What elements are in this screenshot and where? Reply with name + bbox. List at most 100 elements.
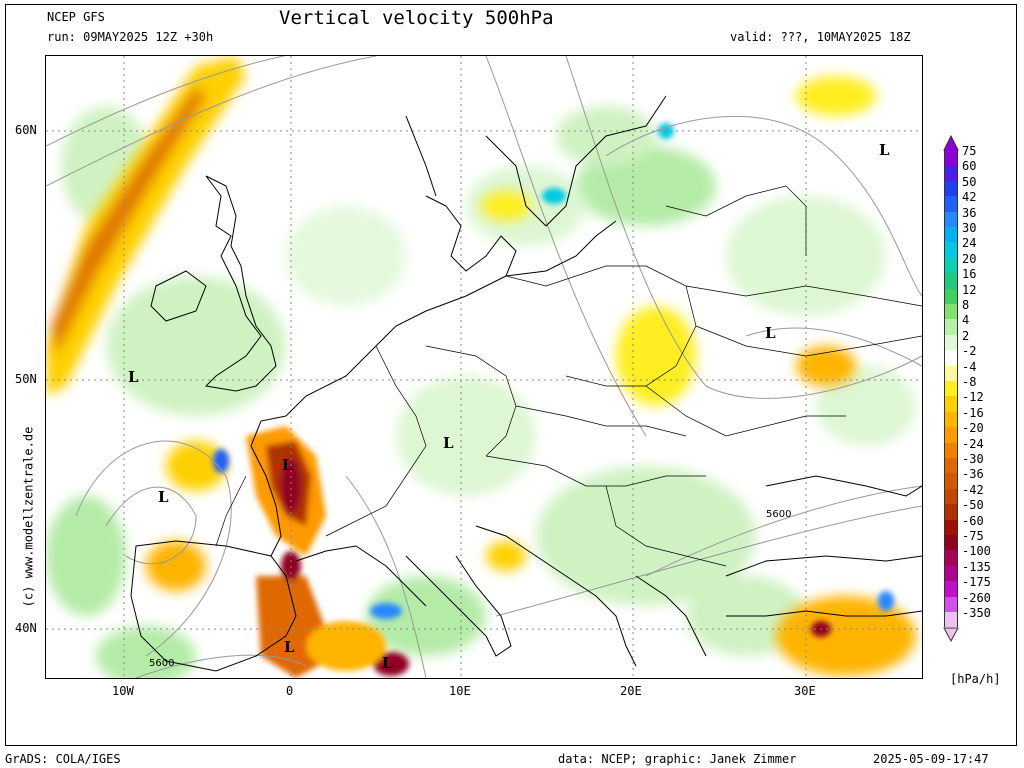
legend-level-label: 50 <box>962 174 977 189</box>
legend-swatch <box>944 334 958 351</box>
low-pressure-marker: L <box>282 456 293 474</box>
legend-swatch <box>944 242 958 258</box>
lon-label: 30E <box>794 684 816 698</box>
legend-swatch <box>944 581 958 597</box>
lat-label: 40N <box>15 621 37 635</box>
lat-label: 50N <box>15 372 37 386</box>
low-pressure-marker: L <box>382 654 393 672</box>
legend-swatch <box>944 365 958 381</box>
legend-bottom-arrow <box>943 627 959 643</box>
low-pressure-marker: L <box>128 368 139 386</box>
descent-areas <box>46 56 916 676</box>
legend-level-label: -350 <box>962 606 991 620</box>
legend-swatch <box>944 180 958 197</box>
legend-swatch <box>944 473 958 489</box>
low-pressure-marker: L <box>765 324 776 342</box>
legend-level-label: -24 <box>962 436 984 451</box>
legend-level-label: -42 <box>962 482 984 497</box>
legend-swatch <box>944 458 958 474</box>
legend-swatch <box>944 165 958 181</box>
lon-label: 10W <box>112 684 134 698</box>
legend-level-label: 12 <box>962 282 977 297</box>
legend-level-label: -20 <box>962 421 984 436</box>
legend-level-label: -16 <box>962 405 984 420</box>
legend-level-label: -100 <box>962 544 991 559</box>
model-name: NCEP GFS <box>47 10 105 24</box>
legend-level-label: 42 <box>962 190 977 205</box>
low-pressure-marker: L <box>443 434 454 452</box>
legend-swatch <box>944 612 958 628</box>
legend-swatch <box>944 196 958 212</box>
legend-level-label: 24 <box>962 236 977 251</box>
legend-swatch <box>944 550 958 566</box>
legend-swatch <box>944 488 958 505</box>
legend-swatch <box>944 565 958 582</box>
legend-level-label: 2 <box>962 328 970 343</box>
geopotential-contours <box>46 56 922 678</box>
legend-level-label: -135 <box>962 559 991 574</box>
run-time: run: 09MAY2025 12Z +30h <box>47 30 214 44</box>
legend-level-label: -8 <box>962 375 977 389</box>
footer-timestamp: 2025-05-09-17:47 <box>873 752 989 766</box>
legend-swatch <box>944 350 958 366</box>
watermark: (c) www.modellzentrale.de <box>21 426 36 608</box>
legend-level-label: 60 <box>962 159 977 174</box>
valid-time: valid: ???, 10MAY2025 18Z <box>730 30 911 44</box>
low-pressure-marker: L <box>284 638 295 656</box>
grid-lines <box>46 56 922 678</box>
map-svg: 5600 5600 <box>46 56 922 678</box>
legend-level-label: 20 <box>962 251 977 266</box>
legend-swatch <box>944 519 958 535</box>
country-borders <box>215 185 922 567</box>
legend-swatch <box>944 442 958 458</box>
contour-label: 5600 <box>766 509 791 520</box>
legend-level-label: 4 <box>962 313 970 328</box>
legend-level-label: -36 <box>962 467 984 482</box>
legend-level-label: -175 <box>962 575 991 590</box>
legend-level-label: 75 <box>962 144 977 158</box>
legend-swatch <box>944 211 958 227</box>
legend-swatch <box>944 596 958 612</box>
legend-level-label: 8 <box>962 298 970 312</box>
legend-swatch <box>944 288 958 304</box>
legend-level-label: -12 <box>962 390 984 405</box>
legend-unit: [hPa/h] <box>950 672 1001 686</box>
legend-level-label: 30 <box>962 221 977 235</box>
coastlines <box>130 95 922 672</box>
legend-swatch <box>944 257 958 274</box>
legend-level-label: 36 <box>962 205 977 220</box>
footer-credit: data: NCEP; graphic: Janek Zimmer <box>558 752 797 766</box>
legend-swatch <box>944 304 958 320</box>
legend-swatch <box>944 396 958 412</box>
lat-label: 60N <box>15 123 37 137</box>
legend-level-label: -30 <box>962 452 984 466</box>
legend-level-label: -2 <box>962 344 977 359</box>
legend-level-label: -60 <box>962 513 984 528</box>
legend-level-label: -75 <box>962 529 984 543</box>
legend-swatch <box>944 427 958 443</box>
legend-level-label: -260 <box>962 590 991 605</box>
strong-ascent <box>213 123 894 619</box>
legend-swatch <box>944 381 958 397</box>
legend-swatch <box>944 227 958 243</box>
legend-swatch <box>944 535 958 551</box>
legend-swatch <box>944 319 958 335</box>
legend-swatch <box>944 273 958 289</box>
lon-label: 20E <box>620 684 642 698</box>
lon-label: 0 <box>286 684 294 698</box>
contour-label: 5600 <box>149 658 174 669</box>
plot-frame <box>5 4 1017 746</box>
lon-label: 10E <box>449 684 471 698</box>
strong-descent <box>246 426 831 678</box>
low-pressure-marker: L <box>879 141 890 159</box>
legend-swatch <box>944 504 958 520</box>
low-pressure-marker: L <box>158 488 169 506</box>
map-area: 5600 5600 L L L L L L L L <box>45 55 923 679</box>
legend-swatch <box>944 150 958 166</box>
legend-top-arrow <box>943 135 959 151</box>
legend-level-label: -4 <box>962 359 977 374</box>
footer-grads: GrADS: COLA/IGES <box>5 752 121 766</box>
legend-swatch <box>944 411 958 428</box>
legend-level-label: 16 <box>962 267 977 282</box>
legend-level-label: -50 <box>962 498 984 513</box>
